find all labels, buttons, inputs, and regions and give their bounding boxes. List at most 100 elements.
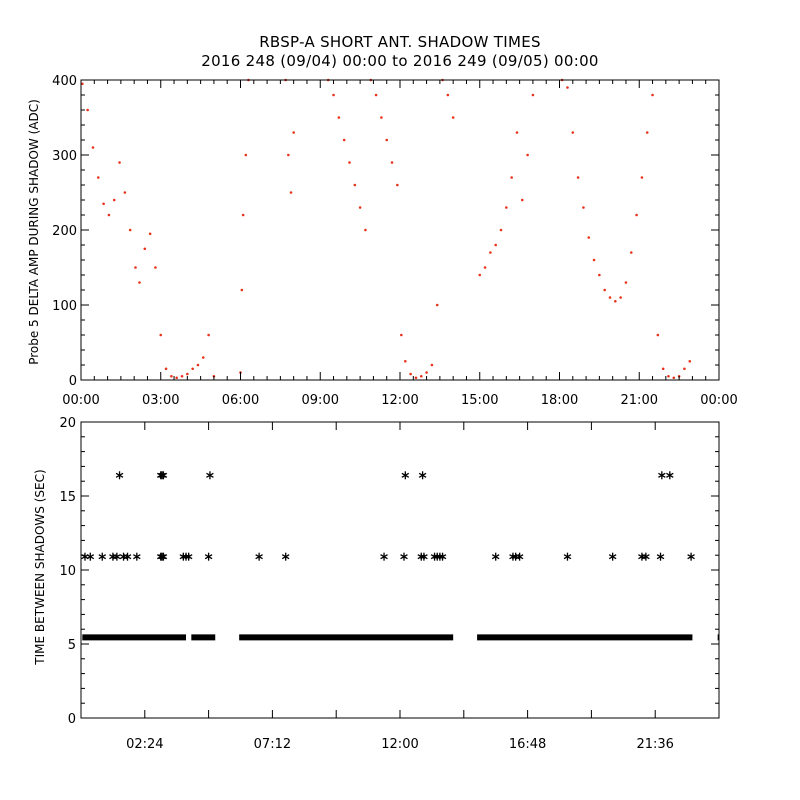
data-point bbox=[240, 288, 244, 292]
asterisk-stroke bbox=[658, 472, 666, 478]
data-point bbox=[342, 138, 346, 142]
asterisk-marker bbox=[438, 552, 447, 561]
data-point bbox=[201, 356, 205, 359]
data-point bbox=[566, 86, 569, 89]
asterisk-marker bbox=[666, 471, 674, 480]
data-point bbox=[134, 266, 137, 269]
asterisk-stroke bbox=[115, 472, 124, 478]
x-tick-label: 12:00 bbox=[381, 393, 418, 408]
data-point bbox=[409, 372, 412, 376]
data-point bbox=[640, 176, 644, 179]
asterisk-marker bbox=[420, 552, 428, 561]
data-point bbox=[380, 116, 383, 119]
asterisk-marker bbox=[281, 552, 290, 561]
data-point bbox=[207, 333, 210, 337]
data-point bbox=[661, 367, 665, 371]
data-point bbox=[499, 228, 503, 232]
asterisk-marker bbox=[184, 552, 193, 561]
data-point bbox=[143, 247, 147, 251]
data-point bbox=[107, 213, 111, 217]
asterisk-marker bbox=[159, 552, 168, 561]
data-point bbox=[419, 374, 423, 378]
data-point bbox=[390, 161, 394, 164]
asterisk-stroke bbox=[418, 472, 427, 478]
asterisk-stroke bbox=[608, 554, 617, 560]
data-point bbox=[520, 198, 524, 202]
data-point bbox=[404, 359, 407, 363]
data-point bbox=[148, 232, 152, 236]
data-point bbox=[164, 367, 168, 371]
asterisk-marker bbox=[515, 552, 524, 561]
data-point bbox=[348, 161, 351, 164]
data-point bbox=[191, 367, 194, 371]
x-tick-label: 06:00 bbox=[222, 393, 259, 408]
data-point bbox=[138, 281, 141, 284]
data-point bbox=[576, 176, 580, 179]
data-point bbox=[81, 82, 84, 86]
asterisk-stroke bbox=[86, 554, 95, 560]
data-point bbox=[414, 376, 418, 380]
data-point bbox=[102, 202, 105, 206]
asterisk-stroke bbox=[666, 472, 674, 478]
x-tick-label: 07:12 bbox=[254, 737, 291, 752]
asterisk-marker bbox=[400, 552, 408, 561]
data-point bbox=[435, 303, 439, 307]
y-tick-label: 0 bbox=[69, 374, 77, 389]
data-point bbox=[112, 198, 116, 202]
data-point bbox=[425, 371, 428, 374]
data-point bbox=[672, 376, 676, 380]
x-tick-label: 00:00 bbox=[700, 393, 737, 408]
data-point bbox=[289, 191, 293, 194]
x-tick-label: 00:00 bbox=[62, 393, 99, 408]
asterisk-marker bbox=[656, 552, 665, 561]
asterisk-marker bbox=[380, 552, 388, 561]
y-tick-label: 15 bbox=[59, 490, 76, 505]
x-tick-label: 18:00 bbox=[541, 393, 578, 408]
y-tick-label: 200 bbox=[52, 224, 77, 239]
top-plot-frame bbox=[80, 79, 720, 381]
data-point bbox=[592, 258, 596, 262]
asterisk-marker bbox=[159, 471, 168, 480]
data-point bbox=[571, 131, 575, 134]
asterisk-stroke bbox=[113, 554, 121, 560]
data-point bbox=[510, 176, 513, 179]
data-point bbox=[483, 266, 487, 269]
asterisk-marker bbox=[158, 471, 166, 480]
data-point bbox=[159, 333, 163, 337]
data-point bbox=[196, 363, 200, 367]
data-point bbox=[656, 333, 660, 337]
asterisk-marker bbox=[638, 552, 646, 561]
asterisk-marker bbox=[109, 552, 117, 561]
data-point bbox=[154, 266, 157, 269]
asterisk-stroke bbox=[400, 554, 408, 560]
x-tick-label: 21:00 bbox=[621, 393, 658, 408]
asterisk-marker bbox=[491, 552, 500, 561]
asterisk-stroke bbox=[687, 554, 695, 560]
data-point bbox=[170, 374, 173, 378]
data-point bbox=[515, 131, 519, 134]
data-point bbox=[86, 108, 89, 112]
asterisk-marker bbox=[123, 552, 132, 561]
asterisk-marker bbox=[563, 552, 572, 561]
data-point bbox=[96, 176, 100, 179]
asterisk-stroke bbox=[656, 554, 665, 560]
data-point bbox=[364, 228, 367, 232]
y-tick-label: 400 bbox=[52, 74, 77, 89]
x-tick-label: 16:48 bbox=[509, 737, 546, 752]
asterisk-stroke bbox=[281, 554, 290, 560]
data-point bbox=[241, 213, 245, 217]
x-tick-label: 15:00 bbox=[461, 393, 498, 408]
asterisk-marker bbox=[255, 552, 263, 561]
data-point bbox=[430, 363, 434, 367]
data-point bbox=[531, 93, 535, 97]
asterisk-stroke bbox=[184, 554, 193, 560]
data-point bbox=[337, 116, 341, 119]
asterisk-stroke bbox=[206, 472, 214, 478]
data-point bbox=[374, 93, 378, 97]
x-tick-label: 02:24 bbox=[126, 737, 163, 752]
y-tick-label: 0 bbox=[68, 712, 76, 727]
x-tick-label: 09:00 bbox=[302, 393, 339, 408]
asterisk-marker bbox=[418, 471, 427, 480]
asterisk-marker bbox=[86, 552, 95, 561]
data-point bbox=[91, 146, 95, 149]
